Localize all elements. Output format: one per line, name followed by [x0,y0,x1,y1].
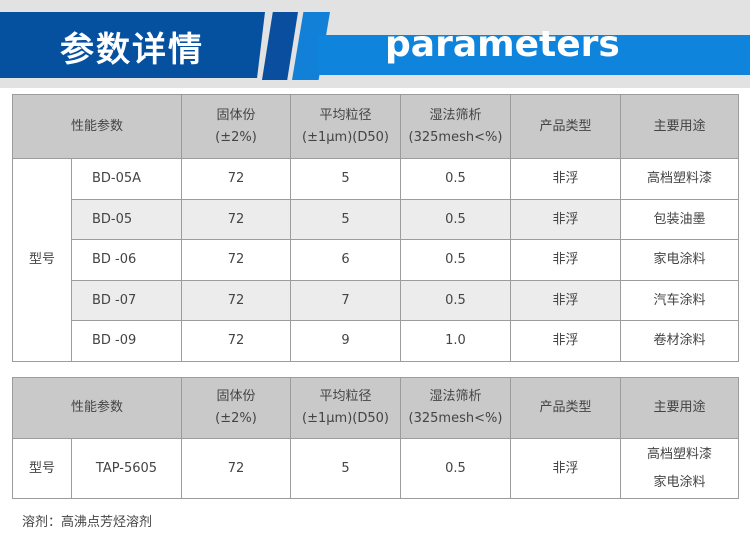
group-label: 型号 [12,438,72,499]
header-text: 固体份 [216,389,256,404]
header-text: 平均粒径 [319,107,372,123]
cell-type: 非浮 [510,438,621,499]
cell-use: 高档塑料漆 [620,158,739,200]
header-size: 平均粒径 (±1μm)(D50) [290,94,401,159]
cell-use: 包装油墨 [620,199,739,240]
cell-solid: 72 [181,438,291,499]
table-row: 型号 TAP-5605 72 5 0.5 非浮 高档塑料漆家电涂料 [12,438,739,499]
cell-model: BD -09 [71,320,182,362]
cell-type: 非浮 [510,280,621,321]
cell-size: 7 [290,280,401,321]
header-sub: (325mesh<%) [408,129,503,145]
table-row: BD -09 72 9 1.0 非浮 卷材涂料 [13,320,739,362]
table-row: BD -07 72 7 0.5 非浮 汽车涂料 [13,280,739,321]
group-label: 型号 [12,158,72,362]
header-sieve: 湿法筛析 (325mesh<%) [400,94,511,159]
header-use: 主要用途 [620,377,739,439]
cell-type: 非浮 [510,158,621,200]
cell-use: 汽车涂料 [620,280,739,321]
header-text: 固体份 [216,107,256,123]
cell-solid: 72 [181,199,291,240]
cell-size: 5 [290,199,401,240]
banner: 参数详情 parameters [0,0,750,88]
header-performance: 性能参数 [12,94,182,159]
cell-sieve: 0.5 [400,280,511,321]
header-use: 主要用途 [620,94,739,159]
cell-type: 非浮 [510,199,621,240]
cell-use: 卷材涂料 [620,320,739,362]
header-solid: 固体份 (±2%) [181,377,291,439]
cell-sieve: 0.5 [400,438,511,499]
cell-solid: 72 [181,158,291,200]
header-text: 湿法筛析 [429,107,482,123]
table-row: BD-05 72 5 0.5 非浮 包装油墨 [13,199,739,240]
header-sub: (±2%) [215,411,257,426]
cell-use: 高档塑料漆 家电涂料 [620,438,739,499]
title-en: parameters [385,24,620,65]
cell-model: TAP-5605 [71,438,182,499]
header-sub: (325mesh<%) [408,411,503,426]
header-sub: (±1μm)(D50) [302,411,389,426]
parameters-table-2: 性能参数 固体份 (±2%) 平均粒径 (±1μm)(D50) 湿法筛析 (325me… [12,377,739,499]
header-solid: 固体份 (±2%) [181,94,291,159]
table-row: 型号 BD-05A 72 5 0.5 非浮 高档塑料漆 [12,158,739,362]
header-sieve: 湿法筛析 (325mesh<%) [400,377,511,439]
header-row: 性能参数 固体份 (±2%) 平均粒径 (±1μm)(D50) 湿法筛析 (325me… [12,377,739,439]
use-line: 家电涂料 [653,474,706,490]
cell-type: 非浮 [510,239,621,281]
header-type: 产品类型 [510,94,621,159]
cell-sieve: 0.5 [400,239,511,281]
solvent-note: 溶剂：高沸点芳烃溶剂 [22,515,153,530]
banner-stripe [262,12,298,80]
title-cn: 参数详情 [60,30,204,70]
cell-size: 5 [290,158,401,200]
cell-model: BD -06 [71,239,182,281]
cell-model: BD-05A [71,158,182,200]
cell-size: 5 [290,438,401,499]
cell-size: 6 [290,239,401,281]
cell-use: 家电涂料 [620,239,739,281]
cell-solid: 72 [181,280,291,321]
header-text: 湿法筛析 [429,389,482,404]
header-sub: (±2%) [215,129,257,145]
cell-solid: 72 [181,320,291,362]
banner-light-block [318,35,750,75]
header-performance: 性能参数 [12,377,182,439]
header-row: 性能参数 固体份 (±2%) 平均粒径 (±1μm)(D50) 湿法筛析 (325me… [12,94,739,159]
cell-size: 9 [290,320,401,362]
header-text: 平均粒径 [319,389,372,404]
cell-sieve: 0.5 [400,158,511,200]
header-type: 产品类型 [510,377,621,439]
cell-model: BD-05 [71,199,182,240]
header-sub: (±1μm)(D50) [302,129,389,145]
cell-type: 非浮 [510,320,621,362]
parameters-table-1: 性能参数 固体份 (±2%) 平均粒径 (±1μm)(D50) 湿法筛析 (325me… [12,94,739,362]
header-size: 平均粒径 (±1μm)(D50) [290,377,401,439]
use-line: 高档塑料漆 [646,446,712,462]
cell-solid: 72 [181,239,291,281]
table-row: BD -06 72 6 0.5 非浮 家电涂料 [13,239,739,281]
cell-model: BD -07 [71,280,182,321]
cell-sieve: 0.5 [400,199,511,240]
cell-sieve: 1.0 [400,320,511,362]
banner-dark-block [0,12,265,78]
